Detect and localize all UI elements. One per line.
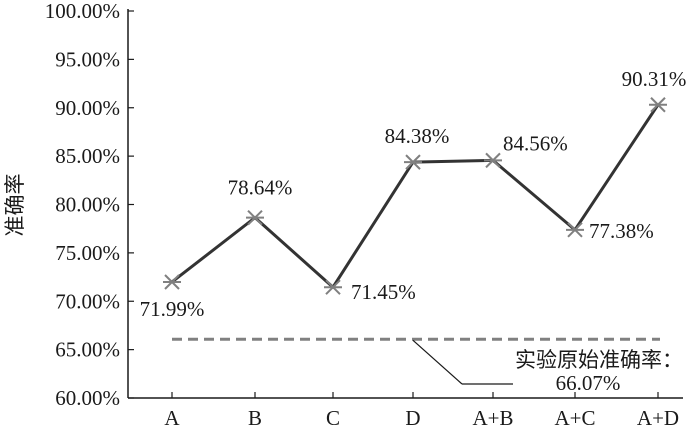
x-tick-label: A+D [637, 406, 679, 429]
y-tick-label: 95.00% [55, 47, 120, 71]
data-label: 71.99% [140, 297, 205, 321]
y-tick-label: 85.00% [55, 144, 120, 168]
x-tick-label: A+B [472, 406, 513, 429]
data-label: 84.56% [503, 131, 568, 155]
x-tick-label: C [326, 406, 340, 429]
x-tick-label: B [248, 406, 262, 429]
y-tick-label: 75.00% [55, 241, 120, 265]
data-point-marker [566, 222, 584, 238]
data-label: 78.64% [228, 176, 293, 200]
y-tick-label: 60.00% [55, 386, 120, 410]
reference-label-line1: 实验原始准确率： [515, 348, 683, 372]
y-axis-ticks: 60.00% 65.00% 70.00% 75.00% 80.00% 85.00% 90.0… [45, 0, 134, 410]
x-tick-label: A+C [554, 406, 595, 429]
y-tick-label: 70.00% [55, 289, 120, 313]
data-label: 84.38% [385, 124, 450, 148]
data-point-marker [163, 274, 181, 290]
x-axis-ticks: A B C D A+B A+C A+D [164, 392, 679, 429]
y-tick-label: 80.00% [55, 193, 120, 217]
series-group: 71.99% 78.64% 71.45% 84.38% 84.56% 77.38% 90.3… [140, 67, 687, 321]
y-tick-label: 65.00% [55, 338, 120, 362]
reference-line-group: 实验原始准确率： 66.07% [172, 337, 683, 395]
data-point-marker [484, 152, 502, 169]
y-tick-label: 90.00% [55, 96, 120, 120]
data-point-marker [246, 209, 264, 226]
reference-label-value: 66.07% [556, 371, 621, 395]
x-tick-label: D [405, 406, 420, 429]
y-tick-label: 100.00% [45, 0, 120, 23]
x-tick-label: A [164, 406, 180, 429]
data-label: 90.31% [622, 67, 687, 91]
data-point-marker [404, 154, 422, 170]
data-label: 71.45% [351, 280, 416, 304]
axes [127, 9, 683, 399]
y-axis-title: 准确率 [3, 174, 27, 237]
data-point-marker [324, 279, 342, 295]
data-label: 77.38% [589, 219, 654, 243]
data-point-marker [649, 97, 667, 113]
reference-leader-line [412, 339, 463, 385]
